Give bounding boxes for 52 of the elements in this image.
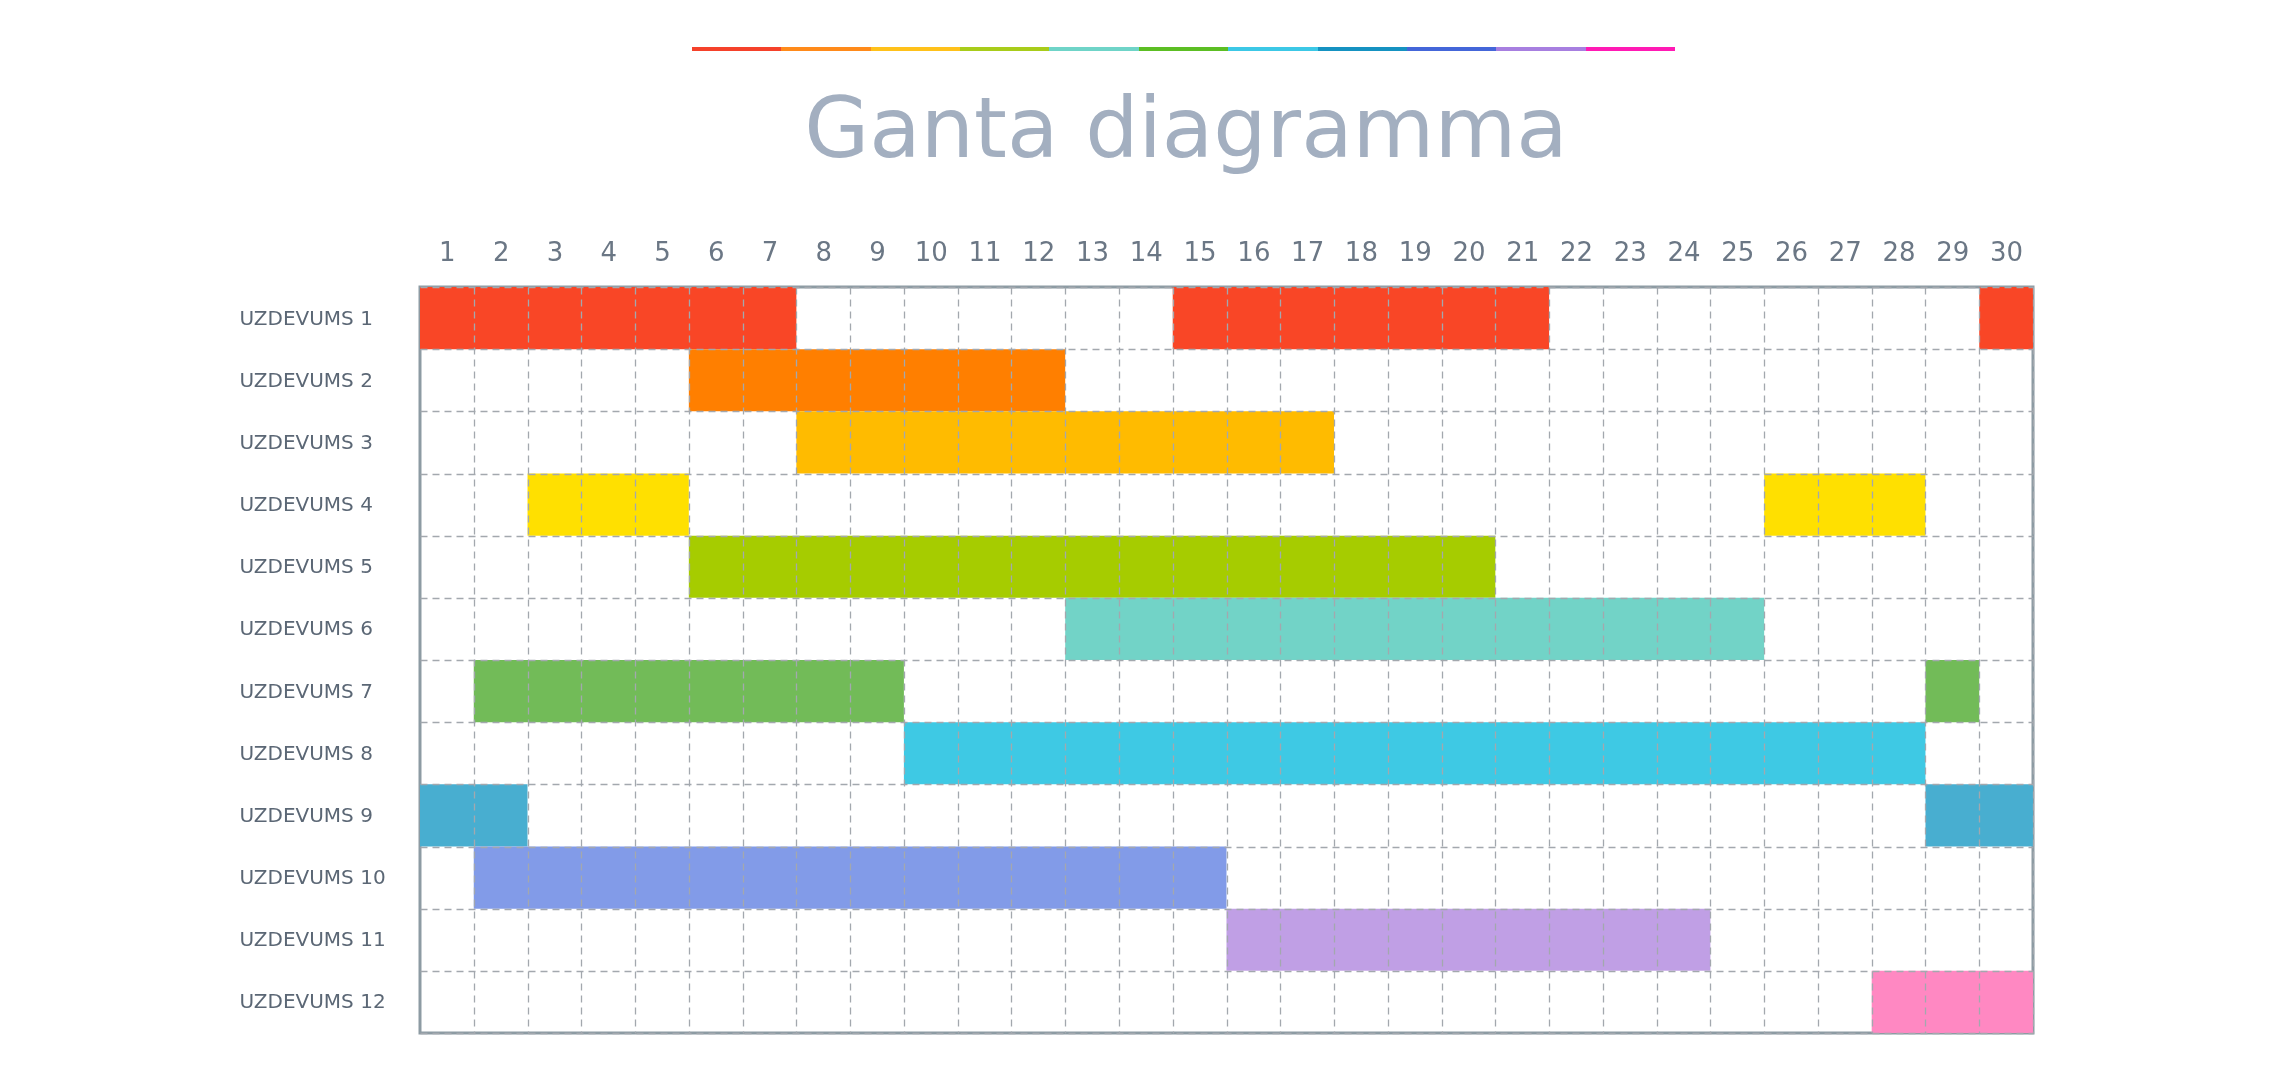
x-tick-label: 19 — [1398, 236, 1432, 267]
bar — [473, 846, 1227, 909]
x-tick-label: 26 — [1775, 236, 1809, 267]
y-tick-label: UZDEVUMS 1 — [239, 305, 373, 330]
x-tick-label: 2 — [492, 236, 510, 267]
x-tick-label: 12 — [1022, 236, 1056, 267]
y-tick-label: UZDEVUMS 4 — [239, 492, 373, 517]
y-tick-label: UZDEVUMS 8 — [239, 740, 373, 765]
x-tick-label: 18 — [1344, 236, 1378, 267]
y-tick-label: UZDEVUMS 7 — [239, 678, 373, 703]
x-tick-label: 23 — [1613, 236, 1647, 267]
bar — [1065, 597, 1765, 660]
x-tick-label: 15 — [1183, 236, 1217, 267]
bar — [688, 349, 1066, 412]
y-tick-label: UZDEVUMS 2 — [239, 367, 373, 392]
y-tick-label: UZDEVUMS 12 — [239, 989, 386, 1014]
x-tick-label: 4 — [600, 236, 617, 267]
y-tick-label: UZDEVUMS 11 — [239, 927, 386, 952]
y-tick-label: UZDEVUMS 6 — [239, 616, 373, 641]
x-tick-label: 13 — [1076, 236, 1110, 267]
bar — [1979, 287, 2033, 350]
x-tick-label: 16 — [1237, 236, 1271, 267]
x-tick-label: 3 — [546, 236, 564, 267]
x-tick-label: 20 — [1452, 236, 1486, 267]
x-tick-label: 30 — [1990, 236, 2024, 267]
x-tick-label: 11 — [968, 236, 1002, 267]
x-tick-label: 10 — [914, 236, 948, 267]
x-tick-label: 28 — [1882, 236, 1916, 267]
x-tick-label: 21 — [1506, 236, 1540, 267]
x-tick-label: 9 — [869, 236, 886, 267]
bar — [1226, 908, 1711, 971]
x-tick-label: 6 — [707, 236, 725, 267]
x-tick-label: 24 — [1667, 236, 1701, 267]
x-tick-label: 27 — [1828, 236, 1862, 267]
x-tick-label: 8 — [815, 236, 833, 267]
y-tick-label: UZDEVUMS 9 — [239, 802, 373, 827]
bar — [688, 535, 1496, 598]
chart-title: Ganta diagramma — [803, 79, 1569, 177]
bar — [903, 722, 1926, 785]
bar — [1871, 970, 2033, 1033]
x-tick-label: 17 — [1291, 236, 1325, 267]
x-tick-label: 5 — [654, 236, 671, 267]
bar — [796, 411, 1335, 474]
x-tick-label: 29 — [1936, 236, 1970, 267]
y-tick-label: UZDEVUMS 3 — [239, 429, 373, 454]
x-tick-label: 25 — [1721, 236, 1755, 267]
x-tick-label: 22 — [1559, 236, 1594, 267]
x-tick-label: 7 — [761, 236, 779, 267]
x-tick-label: 1 — [439, 236, 456, 267]
y-tick-label: UZDEVUMS 5 — [239, 554, 373, 579]
y-tick-label: UZDEVUMS 10 — [239, 865, 386, 890]
x-tick-label: 14 — [1129, 236, 1163, 267]
